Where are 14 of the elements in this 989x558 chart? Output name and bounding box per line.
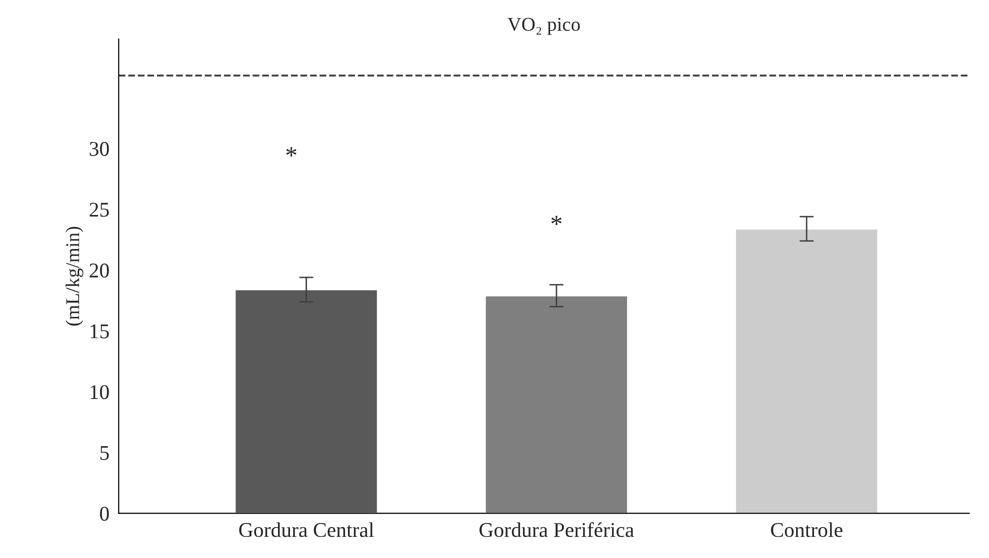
y-tick-label: 10 bbox=[90, 385, 109, 400]
x-tick-label: Gordura Central bbox=[239, 522, 374, 538]
y-tick-label: 5 bbox=[100, 446, 109, 460]
y-tick-label: 0 bbox=[100, 506, 109, 521]
chart-title: VO₂ pico bbox=[508, 18, 580, 35]
y-tick-label: 30 bbox=[90, 142, 109, 156]
y-tick-label: 25 bbox=[90, 202, 109, 217]
annotation: * bbox=[551, 216, 562, 226]
x-tick-label: Gordura Periférica bbox=[480, 522, 634, 538]
y-tick-label: 20 bbox=[90, 264, 109, 278]
y-axis-title: (mL/kg/min) bbox=[66, 226, 84, 326]
x-tick-label: Controle bbox=[771, 522, 842, 538]
y-tick-label: 15 bbox=[90, 324, 109, 338]
annotation: * bbox=[286, 147, 296, 156]
